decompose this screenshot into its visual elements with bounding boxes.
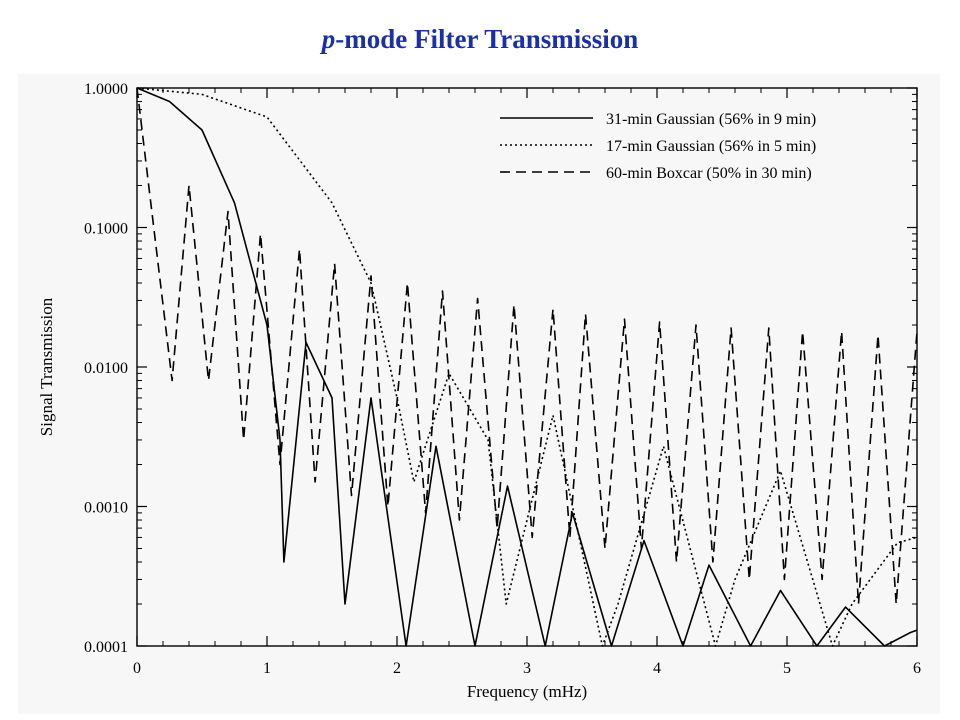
y-tick-label: 0.0001 bbox=[84, 639, 128, 656]
x-tick-label: 3 bbox=[523, 660, 531, 677]
chart-panel-background bbox=[18, 74, 940, 714]
x-tick-label: 6 bbox=[913, 660, 921, 677]
chart-title-rest: -mode Filter Transmission bbox=[335, 24, 639, 54]
x-tick-label: 0 bbox=[133, 660, 141, 677]
legend-label-3: 60-min Boxcar (50% in 30 min) bbox=[606, 165, 812, 182]
x-tick-label: 4 bbox=[653, 660, 661, 677]
x-tick-label: 5 bbox=[783, 660, 791, 677]
y-tick-label: 0.0010 bbox=[84, 500, 128, 517]
chart-title: p-mode Filter Transmission bbox=[0, 24, 960, 55]
y-tick-label: 0.0100 bbox=[84, 360, 128, 377]
y-tick-label: 0.1000 bbox=[84, 221, 128, 238]
y-tick-label: 1.0000 bbox=[84, 81, 128, 98]
legend-label-1: 31-min Gaussian (56% in 9 min) bbox=[606, 111, 816, 128]
x-tick-label: 2 bbox=[393, 660, 401, 677]
series-layer bbox=[136, 87, 918, 647]
y-axis-label: Signal Transmission bbox=[37, 297, 56, 436]
chart-title-italic: p bbox=[321, 24, 336, 54]
ticks-layer: 0 1 2 3 4 5 6 0.0001 0.0010 0.0100 0.1000 1.0000 bbox=[84, 81, 921, 677]
series-line-3 bbox=[136, 87, 918, 605]
legend: 31-min Gaussian (56% in 9 min) 17-min Gau… bbox=[500, 111, 816, 182]
x-tick-label: 1 bbox=[263, 660, 271, 677]
x-axis-label: Frequency (mHz) bbox=[467, 682, 587, 701]
series-line-2 bbox=[136, 87, 918, 647]
legend-label-2: 17-min Gaussian (56% in 5 min) bbox=[606, 138, 816, 155]
